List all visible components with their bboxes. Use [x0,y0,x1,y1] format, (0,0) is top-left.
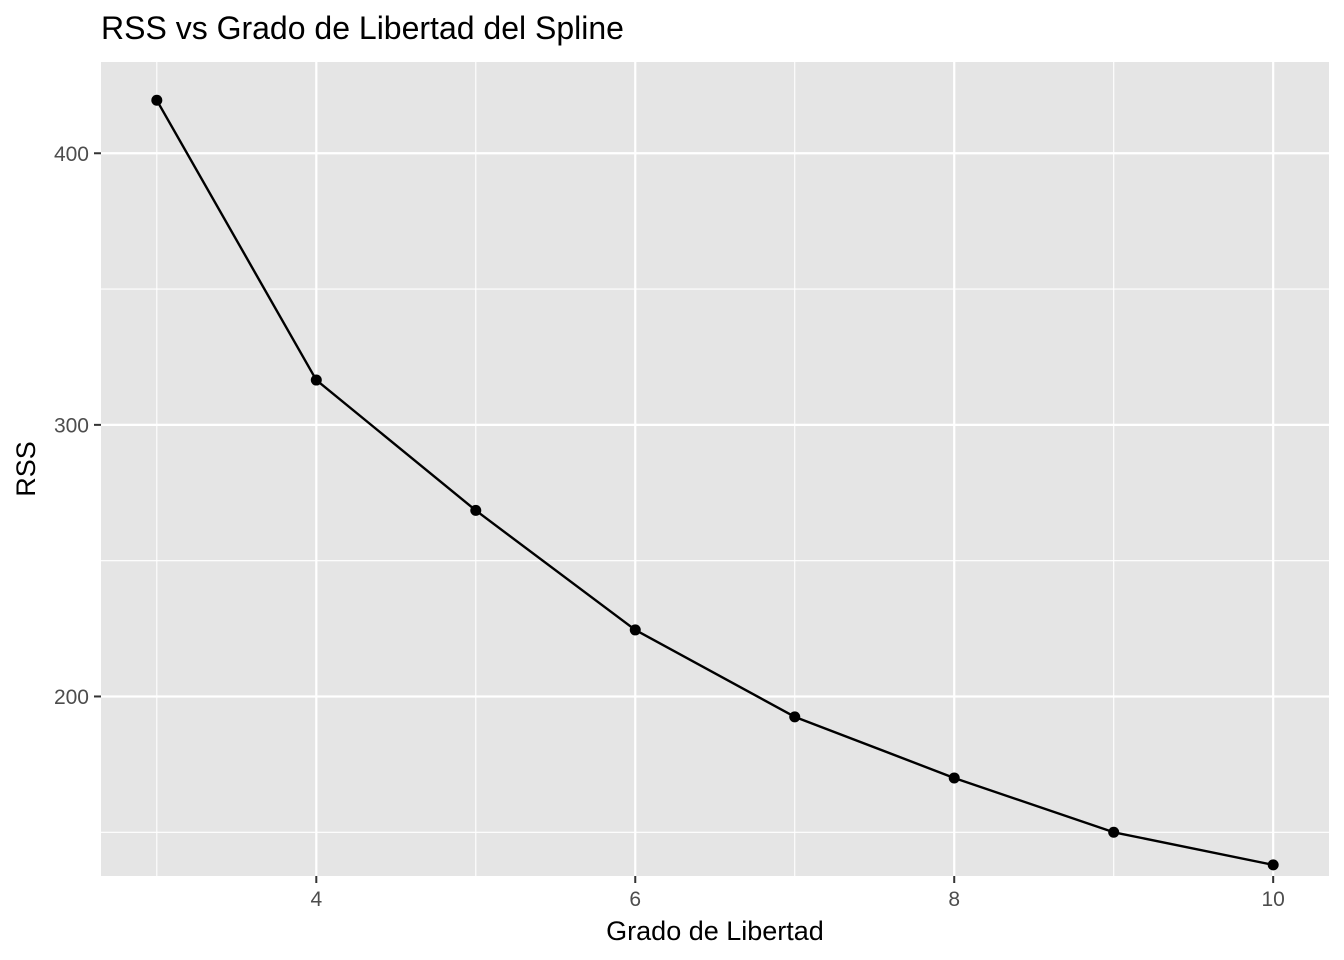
y-tick-label: 400 [54,143,89,166]
minor-gridlines [101,62,1329,876]
data-point [1267,859,1279,871]
x-tick-label: 8 [948,888,960,911]
data-point [948,772,960,784]
x-axis: 4 6 8 10 [310,876,1285,911]
series-layer [151,94,1279,871]
major-gridlines [101,62,1329,876]
plot-panel [101,62,1329,876]
x-tick-label: 4 [310,888,322,911]
chart-title: RSS vs Grado de Libertad del Spline [101,10,624,46]
y-axis: 200 300 400 [54,143,101,709]
y-tick-label: 200 [54,686,89,709]
x-tick-label: 10 [1262,888,1285,911]
data-point [789,711,801,723]
data-point [1108,826,1120,838]
data-point [310,374,322,386]
data-point [470,504,482,516]
x-tick-label: 6 [629,888,641,911]
x-axis-title: Grado de Libertad [606,916,824,946]
y-axis-title: RSS [11,441,41,497]
data-point [151,94,163,106]
series-line [155,99,1274,867]
y-tick-label: 300 [54,414,89,437]
data-point [629,624,641,636]
